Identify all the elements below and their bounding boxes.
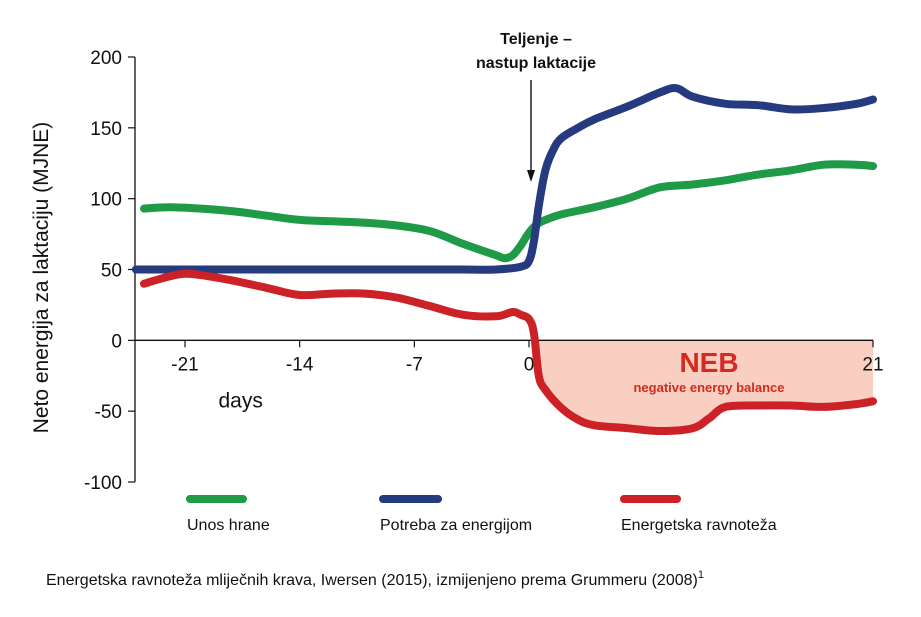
annotation-text-line: Teljenje –: [500, 31, 572, 48]
annotation-group: Teljenje – nastup laktacije: [476, 31, 596, 182]
x-tick-label: -14: [286, 354, 314, 375]
legend-label: Potreba za energijom: [380, 517, 532, 534]
neb-label: NEB: [679, 347, 738, 378]
y-tick-label: 150: [90, 119, 122, 140]
series-group: [131, 84, 877, 435]
x-tick-label: -7: [406, 354, 423, 375]
annotation-text-line: nastup laktacije: [476, 55, 596, 72]
series-line-energetska-ravnote-a: [140, 269, 877, 435]
axes-group: 200 150 100 50 0 -50 -100 -21 -14 -7 0 21 Neto energ…: [30, 48, 884, 494]
y-axis-title: Neto energija za laktaciju (MJNE): [30, 122, 53, 434]
neb-area-group: NEB negative energy balance: [537, 340, 873, 431]
series-line-potreba-za-energijom: [131, 84, 877, 274]
neb-area: [537, 340, 873, 431]
y-tick-label: -100: [84, 473, 122, 494]
series-line-unos-hrane: [140, 160, 877, 263]
y-tick-label: 50: [101, 261, 122, 282]
caption-superscript: 1: [698, 569, 704, 581]
x-axis-title: days: [219, 389, 263, 412]
legend-label: Energetska ravnoteža: [621, 517, 777, 534]
figure-caption: Energetska ravnoteža mliječnih krava, Iw…: [46, 569, 704, 589]
x-tick-label: 21: [862, 354, 883, 375]
y-tick-label: 0: [111, 331, 122, 352]
y-tick-label: 100: [90, 190, 122, 211]
y-tick-label: -50: [95, 402, 122, 423]
annotation-arrow-head: [527, 170, 535, 182]
neb-sublabel: negative energy balance: [633, 380, 784, 395]
y-tick-label: 200: [90, 48, 122, 69]
caption-text: Energetska ravnoteža mliječnih krava, Iw…: [46, 572, 698, 589]
x-tick-label: 0: [524, 354, 535, 375]
legend-group: Unos hrane Potreba za energijom Energetska…: [186, 495, 777, 534]
legend-label: Unos hrane: [187, 517, 270, 534]
x-tick-label: -21: [171, 354, 198, 375]
